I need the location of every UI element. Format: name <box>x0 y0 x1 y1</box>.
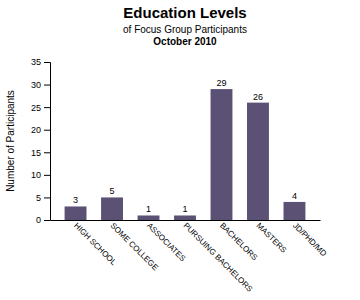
x-tick-label: JD/PHD/MD <box>291 221 328 258</box>
y-tick: 10 <box>31 170 50 180</box>
x-tick-label: ASSOCIATES <box>145 221 187 263</box>
plot-area: 35112926405101520253035HIGH SCHOOLSOME C… <box>31 57 328 293</box>
y-tick: 35 <box>31 57 50 67</box>
chart-container: Education Levels of Focus Group Participa… <box>0 0 360 300</box>
subtitle: October 2010 <box>153 36 217 47</box>
y-tick: 0 <box>36 215 50 225</box>
y-tick: 20 <box>31 125 50 135</box>
x-tick-label: MASTERS <box>255 221 289 255</box>
data-label: 1 <box>146 204 151 214</box>
y-tick-label: 10 <box>31 170 41 180</box>
y-axis-line <box>44 63 51 221</box>
bar <box>101 197 123 220</box>
y-tick-mark <box>44 220 50 221</box>
bar <box>174 215 196 220</box>
y-tick-label: 5 <box>36 193 41 203</box>
bars <box>65 89 306 220</box>
y-tick-mark <box>44 62 50 63</box>
y-tick: 15 <box>31 148 50 158</box>
bar <box>211 89 233 220</box>
data-label: 26 <box>253 92 263 102</box>
bar <box>138 215 160 220</box>
subtitle: of Focus Group Participants <box>123 24 247 35</box>
y-tick-label: 30 <box>31 80 41 90</box>
bar <box>284 202 306 220</box>
y-tick-label: 0 <box>36 215 41 225</box>
data-labels: 3 5 1 1 29 26 4 <box>73 78 297 214</box>
y-tick: 30 <box>31 80 50 90</box>
x-tick: MASTERS <box>255 221 289 255</box>
y-tick-mark <box>44 85 50 86</box>
x-axis-line <box>51 220 321 221</box>
y-axis: 0 5 10 15 20 25 30 35 <box>31 57 51 225</box>
title: Education Levels <box>123 4 246 21</box>
y-tick-label: 35 <box>31 57 41 67</box>
x-tick: BACHELORS <box>218 221 259 262</box>
y-tick-mark <box>44 197 50 198</box>
y-tick-mark <box>44 152 50 153</box>
chart-svg: Education Levels of Focus Group Participa… <box>0 0 360 300</box>
y-tick: 5 <box>36 193 50 203</box>
x-axis: HIGH SCHOOLSOME COLLEGEASSOCIATESPURSUIN… <box>51 221 329 294</box>
bar <box>65 206 87 220</box>
y-axis-title: Number of Participants <box>5 90 16 192</box>
y-tick-label: 20 <box>31 125 41 135</box>
x-tick: JD/PHD/MD <box>291 221 328 258</box>
y-tick-mark <box>44 175 50 176</box>
data-label: 1 <box>182 204 187 214</box>
y-tick-mark <box>44 107 50 108</box>
y-tick: 25 <box>31 103 50 113</box>
x-tick-label: PURSUING BACHELORS <box>182 221 255 294</box>
y-tick-label: 25 <box>31 103 41 113</box>
data-label: 3 <box>73 195 78 205</box>
data-label: 4 <box>292 191 297 201</box>
x-tick: PURSUING BACHELORS <box>182 221 255 294</box>
data-label: 5 <box>110 186 115 196</box>
bar <box>247 103 269 220</box>
y-tick-label: 15 <box>31 148 41 158</box>
x-tick-label: BACHELORS <box>218 221 259 262</box>
data-label: 29 <box>216 78 226 88</box>
y-tick-mark <box>44 130 50 131</box>
x-tick: ASSOCIATES <box>145 221 187 263</box>
